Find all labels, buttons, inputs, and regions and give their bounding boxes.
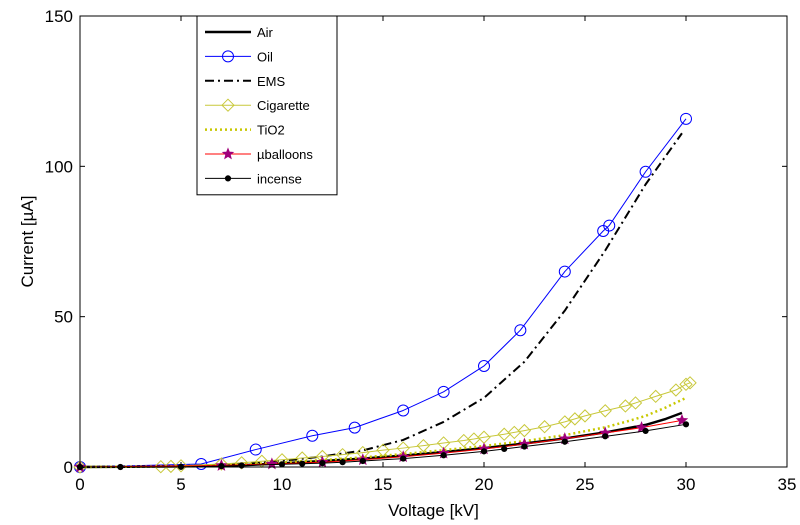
- series-layer: [73, 112, 697, 474]
- data-point-oil: [249, 443, 262, 456]
- x-tick-label: 0: [75, 475, 84, 494]
- data-point-cigarette: [648, 389, 663, 404]
- data-point-incense: [682, 421, 690, 428]
- series-incense: [76, 421, 690, 471]
- x-axis-label: Voltage [kV]: [388, 501, 479, 520]
- axes-layer: 0 5 10 15 20 25 30 35 0 50 100 150: [45, 7, 797, 494]
- x-tick-label: 30: [677, 475, 696, 494]
- data-point-incense: [319, 459, 326, 467]
- plot-frame: [79, 15, 788, 468]
- data-point-cigarette: [174, 459, 188, 473]
- series-line-oil: [79, 118, 687, 468]
- legend-marker-cigarette: [221, 98, 235, 112]
- y-tick-label: 0: [64, 458, 73, 477]
- data-point-oil: [195, 457, 208, 470]
- data-point-cigarette: [154, 459, 168, 474]
- data-point-incense: [521, 443, 528, 450]
- data-point-oil: [348, 421, 361, 434]
- data-point-cigarette: [669, 383, 683, 397]
- legend-label-tio2: TiO2: [257, 123, 285, 138]
- data-point-incense: [642, 427, 649, 435]
- data-point-oil: [514, 324, 527, 337]
- series-ems: [79, 132, 683, 468]
- data-point-oil: [397, 404, 410, 417]
- data-point-cigarette: [164, 459, 178, 474]
- data-point-cigarette: [517, 423, 532, 438]
- data-point-cigarette: [558, 415, 572, 429]
- data-point-incense: [480, 448, 488, 455]
- data-point-cigarette: [679, 377, 693, 392]
- data-point-incense: [440, 452, 447, 459]
- legend-label-ems: EMS: [257, 74, 286, 89]
- data-point-incense: [299, 460, 306, 467]
- y-tick-label: 50: [54, 308, 73, 327]
- data-point-cigarette: [376, 443, 390, 457]
- legend-label-cigarette: Cigarette: [257, 98, 310, 113]
- data-point-oil: [558, 265, 571, 278]
- series-line-tio2: [79, 396, 687, 469]
- data-point-incense: [501, 445, 508, 453]
- data-point-oil: [680, 112, 692, 125]
- x-tick-label: 25: [576, 475, 595, 494]
- y-tick-label: 150: [45, 7, 73, 26]
- x-tick-label: 35: [778, 475, 797, 494]
- data-point-incense: [218, 462, 225, 470]
- data-point-cigarette: [618, 399, 633, 413]
- legend-marker-incense: [224, 175, 232, 182]
- data-point-cigarette: [537, 420, 552, 434]
- data-point-oil: [603, 219, 616, 232]
- data-point-oil: [437, 385, 450, 398]
- data-point-oil: [306, 429, 319, 442]
- x-tick-label: 20: [475, 475, 494, 494]
- x-tick-label: 5: [176, 475, 185, 494]
- legend-marker-oil: [222, 50, 234, 63]
- x-tick-label: 15: [374, 475, 393, 494]
- legend-label-oil: Oil: [257, 49, 273, 64]
- legend-label-incense: incense: [257, 171, 302, 186]
- y-axis-label: Current [µA]: [18, 196, 37, 288]
- data-point-cigarette: [234, 456, 249, 470]
- legend-label-balloons: µballoons: [257, 147, 313, 162]
- data-point-incense: [602, 433, 609, 440]
- data-point-balloons: [265, 457, 279, 470]
- x-tick-label: 10: [273, 475, 292, 494]
- data-point-oil: [639, 165, 652, 178]
- data-point-incense: [561, 438, 568, 445]
- series-line-cigarette: [79, 382, 691, 468]
- data-point-oil: [478, 359, 490, 372]
- plot-area: [80, 16, 787, 467]
- data-point-incense: [400, 455, 407, 462]
- data-point-cigarette: [214, 457, 229, 471]
- data-point-balloons: [675, 413, 689, 426]
- series-tio2: [79, 396, 687, 469]
- y-tick-label: 100: [45, 157, 73, 176]
- data-point-incense: [359, 457, 366, 465]
- legend-label-air: Air: [257, 25, 274, 40]
- series-line-ems: [79, 132, 683, 468]
- data-point-cigarette: [683, 376, 697, 390]
- legend-marker-balloons: [221, 147, 235, 160]
- data-point-balloons: [635, 421, 648, 433]
- data-point-cigarette: [628, 396, 643, 410]
- legend: Air Oil EMS Cigarette TiO2 µballoons incense: [196, 15, 338, 196]
- data-point-cigarette: [598, 404, 612, 418]
- data-point-cigarette: [578, 409, 592, 423]
- data-point-incense: [339, 459, 346, 466]
- data-point-cigarette: [416, 438, 431, 453]
- data-point-cigarette: [568, 412, 582, 426]
